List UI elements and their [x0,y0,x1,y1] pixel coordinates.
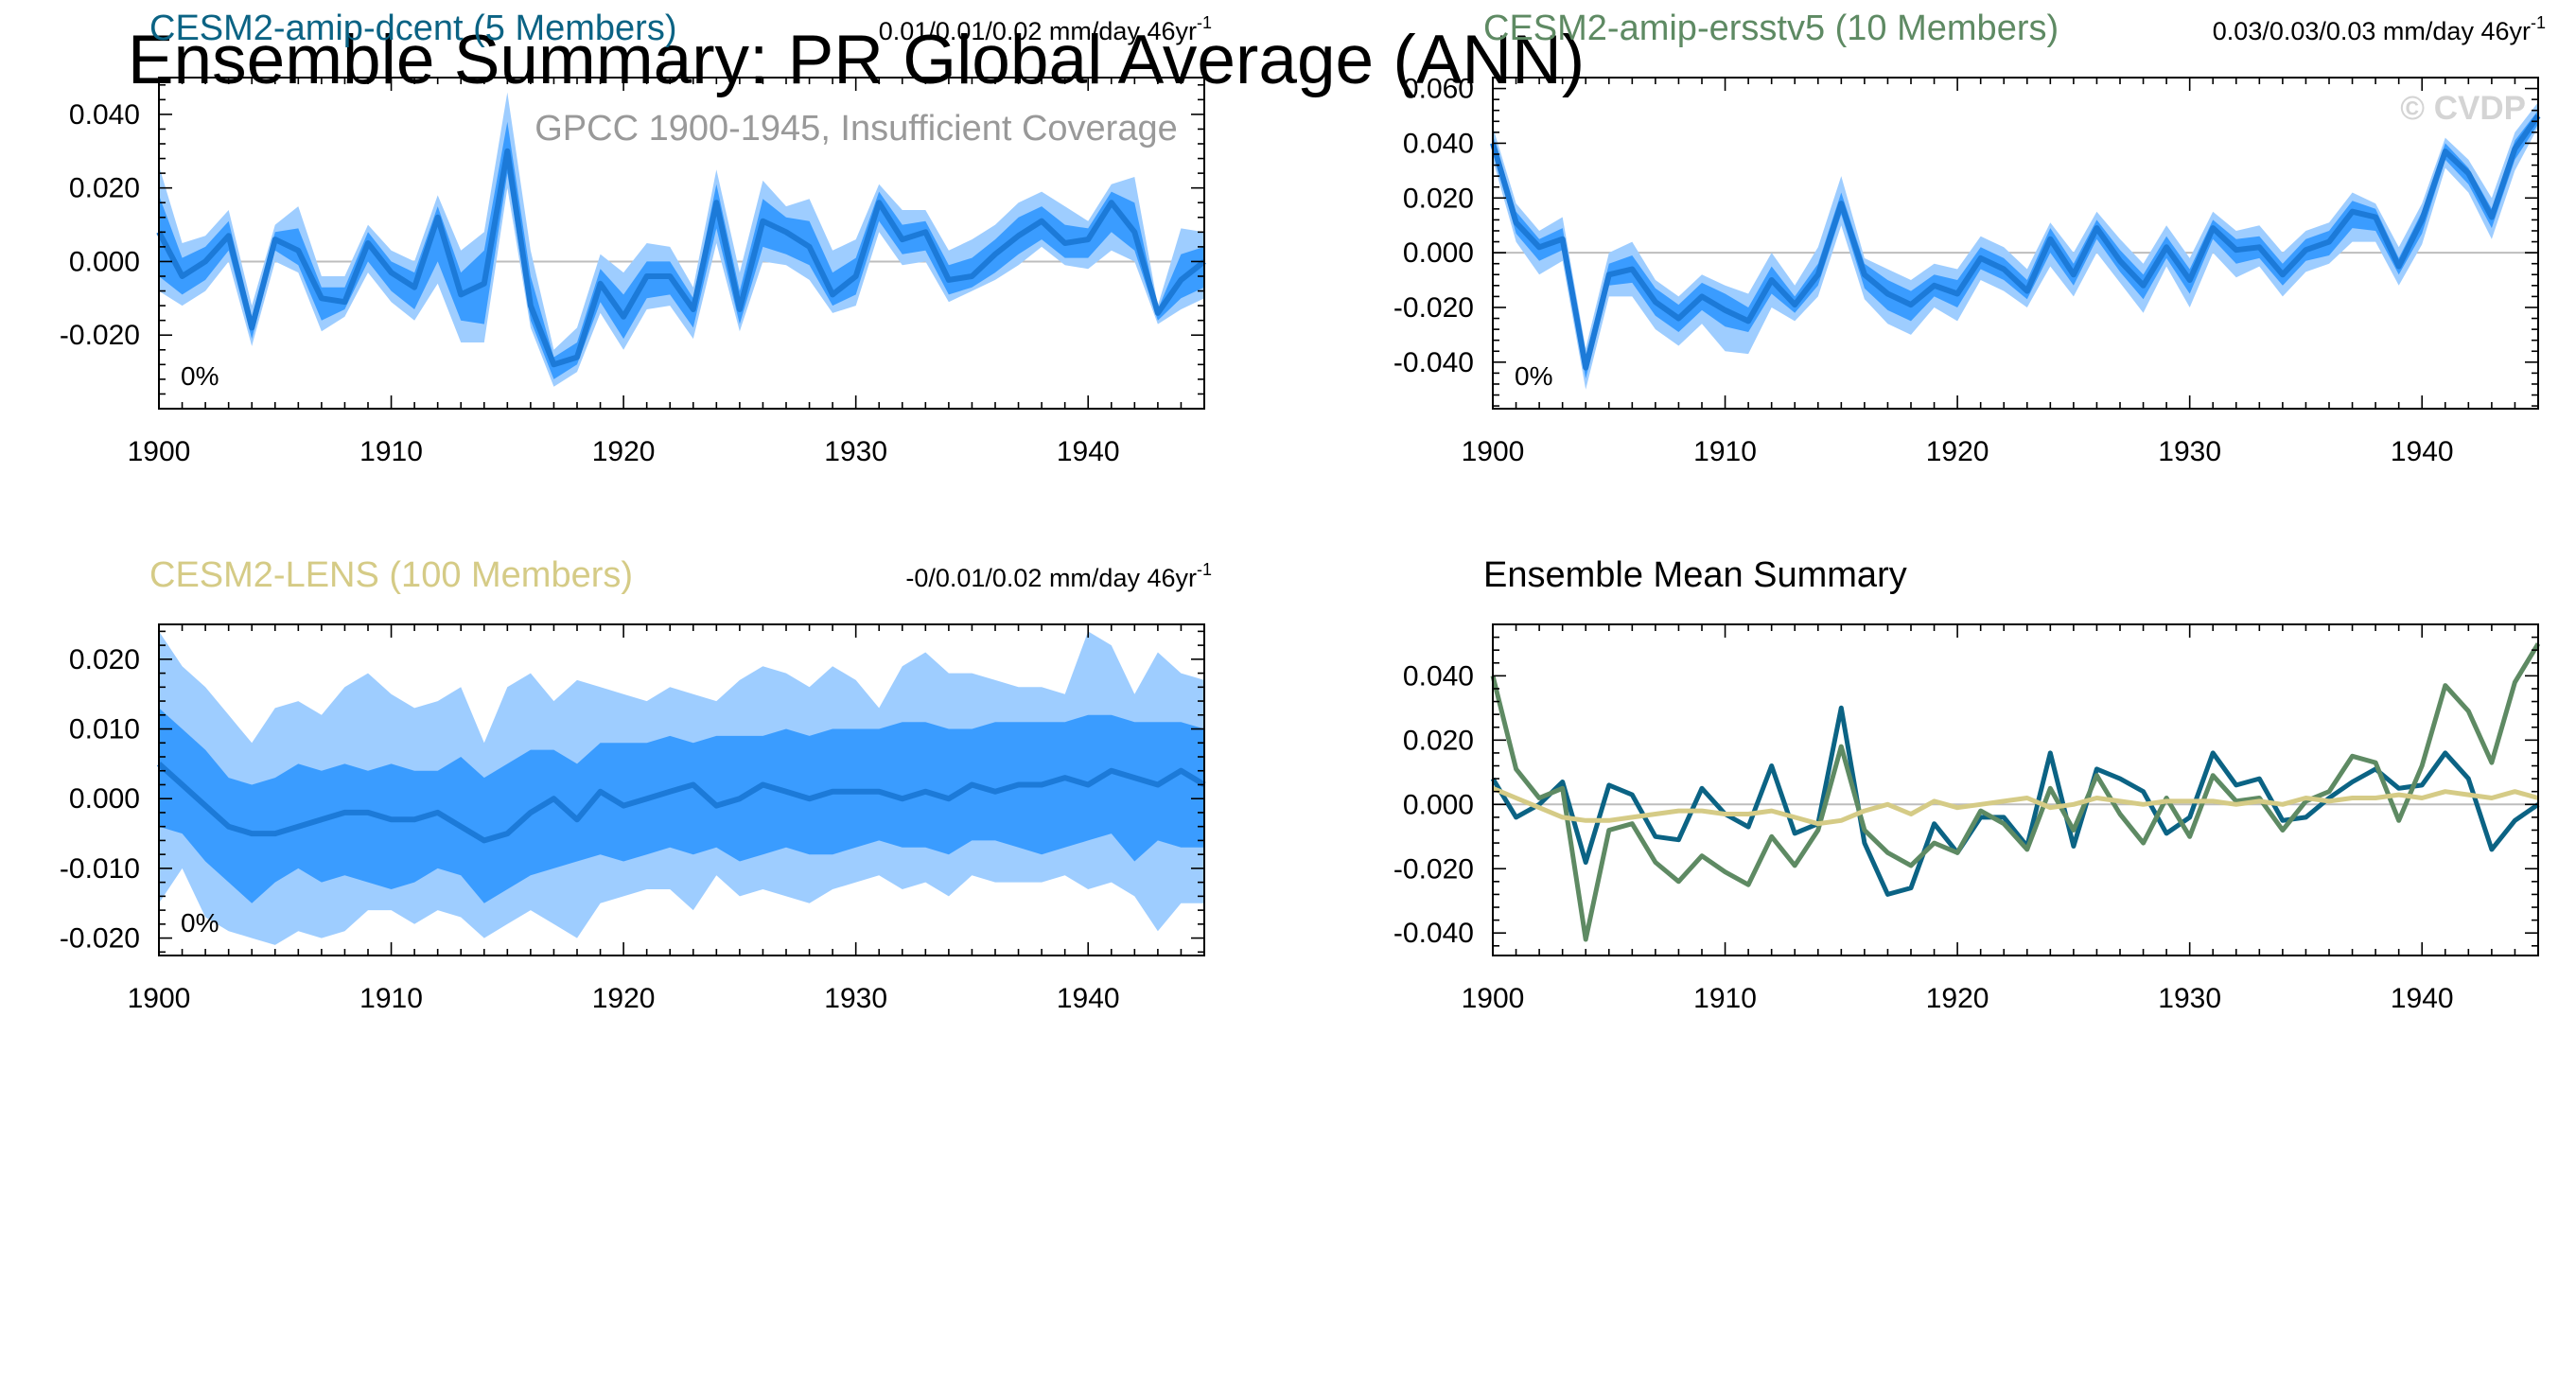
series-line-lens [1492,785,2539,827]
y-tick-label: -0.020 [1393,853,1474,885]
inner-spread-band [159,708,1204,903]
x-tick-label: 1910 [359,436,423,467]
x-tick-label: 1940 [2391,436,2454,467]
percent-label: 0% [181,908,219,938]
panel-title-dcent: CESM2-amip-dcent (5 Members) [149,9,676,48]
y-tick-label: -0.020 [1393,292,1474,324]
trend-label-ersst: 0.03/0.03/0.03 mm/day 46yr-1 [2213,13,2546,45]
y-tick-label: 0.020 [1403,725,1474,756]
outer-spread-band [1493,102,2538,390]
y-tick-label: -0.040 [1393,347,1474,378]
figure-subtitle: GPCC 1900-1945, Insufficient Coverage [534,109,1177,149]
panel-summary: Ensemble Mean Summary 1900 1910 1920 1930 194… [1393,555,2541,1014]
x-tick-label: 1900 [1462,436,1525,467]
x-tick-label: 1900 [128,983,191,1014]
trend-exponent: -1 [1197,560,1212,579]
trend-exponent: -1 [1197,13,1212,32]
y-tick-label: -0.020 [60,923,140,955]
panel-ersst: CESM2-amip-ersstv5 (10 Members) 0.03/0.03… [1393,9,2546,467]
plot-frame [1492,77,2539,410]
percent-label: 0% [181,361,219,391]
trend-value: 0.01/0.01/0.02 mm/day 46yr [879,17,1197,45]
y-tick-label: -0.020 [60,320,140,351]
y-tick-label: 0.040 [1403,660,1474,692]
x-tick-label: 1930 [824,436,887,467]
series-line-dcent [1490,705,2540,897]
plot-frame [1492,623,2539,956]
trend-exponent: -1 [2531,13,2546,32]
series-line-ersst [1490,642,2541,942]
cvdp-watermark: © CVDP [2400,90,2526,127]
panel-title-summary: Ensemble Mean Summary [1483,555,1907,595]
y-tick-label: 0.020 [69,644,140,675]
percent-label: 0% [1515,361,1552,391]
y-tick-label: 0.020 [69,173,140,204]
y-tick-label: 0.020 [1403,183,1474,214]
trend-value: -0/0.01/0.02 mm/day 46yr [905,564,1197,592]
x-tick-label: 1910 [359,983,423,1014]
y-tick-label: -0.010 [60,853,140,885]
x-tick-label: 1930 [2158,983,2221,1014]
plot-frame [158,77,1205,410]
ensemble-mean-line [1490,114,2541,371]
panel-lens: CESM2-LENS (100 Members) -0/0.01/0.02 mm/… [60,555,1212,1014]
panel-title-lens: CESM2-LENS (100 Members) [149,555,633,595]
y-tick-label: 0.000 [69,783,140,815]
x-tick-label: 1910 [1693,983,1757,1014]
x-tick-label: 1920 [592,983,656,1014]
panel-title-ersst: CESM2-amip-ersstv5 (10 Members) [1483,9,2059,48]
y-tick-label: 0.000 [69,246,140,277]
x-tick-label: 1920 [592,436,656,467]
x-tick-label: 1940 [2391,983,2454,1014]
x-tick-label: 1930 [2158,436,2221,467]
ensemble-mean-line [156,762,1206,844]
y-tick-label: 0.040 [1403,128,1474,159]
x-tick-label: 1930 [824,983,887,1014]
x-tick-label: 1940 [1057,983,1120,1014]
trend-label-dcent: 0.01/0.01/0.02 mm/day 46yr-1 [879,13,1212,45]
y-tick-label: -0.040 [1393,918,1474,949]
trend-label-lens: -0/0.01/0.02 mm/day 46yr-1 [905,560,1212,592]
x-tick-label: 1940 [1057,436,1120,467]
y-tick-label: 0.000 [1403,237,1474,269]
x-tick-label: 1900 [1462,983,1525,1014]
x-tick-label: 1920 [1926,983,1989,1014]
y-tick-label: 0.060 [1403,74,1474,105]
panel-dcent: CESM2-amip-dcent (5 Members) 0.01/0.01/0.… [60,9,1212,467]
ensemble-mean-line [156,148,1206,368]
y-tick-label: 0.040 [69,99,140,131]
x-tick-label: 1900 [128,436,191,467]
y-tick-label: 0.000 [1403,789,1474,820]
y-tick-label: 0.010 [69,714,140,745]
x-tick-label: 1920 [1926,436,1989,467]
x-tick-label: 1910 [1693,436,1757,467]
trend-value: 0.03/0.03/0.03 mm/day 46yr [2213,17,2531,45]
plot-frame [158,623,1205,956]
